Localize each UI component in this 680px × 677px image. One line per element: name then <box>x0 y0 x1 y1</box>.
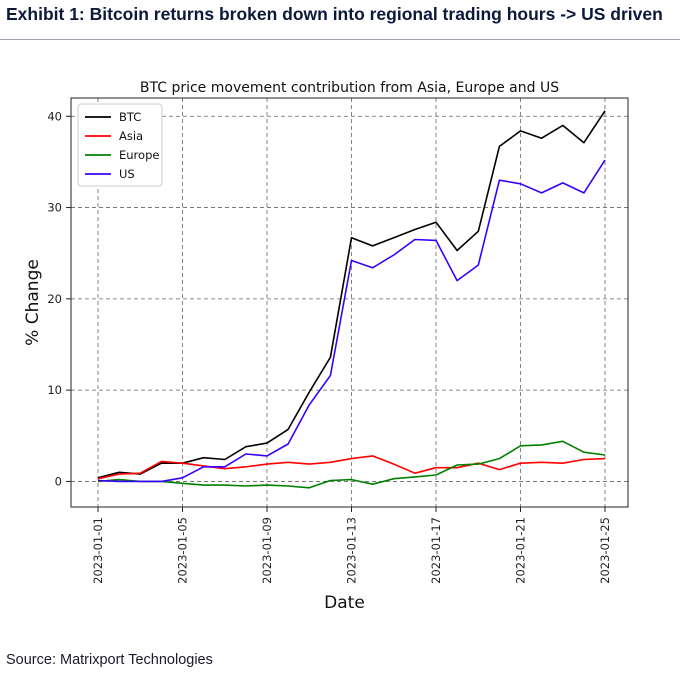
y-tick-label: 0 <box>55 474 62 488</box>
series-line-asia <box>97 455 606 480</box>
x-tick-label: 2023-01-09 <box>260 517 274 584</box>
legend-label-asia: Asia <box>119 129 143 143</box>
y-tick-label: 10 <box>47 383 62 397</box>
legend-label-btc: BTC <box>119 110 141 124</box>
x-tick-label: 2023-01-13 <box>345 517 359 584</box>
title-divider <box>0 39 680 40</box>
legend-label-europe: Europe <box>119 148 159 162</box>
plot-area <box>71 98 628 507</box>
y-tick-label: 30 <box>47 201 62 215</box>
y-tick-label: 20 <box>47 292 62 306</box>
x-tick-label: 2023-01-25 <box>598 517 612 584</box>
y-tick-label: 40 <box>47 109 62 123</box>
axes-frame <box>70 97 629 508</box>
x-tick-label: 2023-01-01 <box>91 517 105 584</box>
series-line-europe <box>97 440 606 489</box>
legend-label-us: US <box>119 167 135 181</box>
grid-lines <box>71 98 628 507</box>
x-tick-label: 2023-01-17 <box>429 517 443 584</box>
legend: BTC Asia Europe US <box>77 103 163 187</box>
x-tick-label: 2023-01-21 <box>514 517 528 584</box>
legend-box <box>77 103 163 187</box>
series-line-us <box>97 159 606 483</box>
x-axis-label: Date <box>324 593 365 613</box>
source-note: Source: Matrixport Technologies <box>6 652 213 668</box>
y-axis-label: % Change <box>23 259 43 346</box>
x-tick-label: 2023-01-05 <box>176 517 190 584</box>
exhibit-title: Exhibit 1: Bitcoin returns broken down i… <box>6 4 663 24</box>
chart-title: BTC price movement contribution from Asi… <box>140 80 559 96</box>
